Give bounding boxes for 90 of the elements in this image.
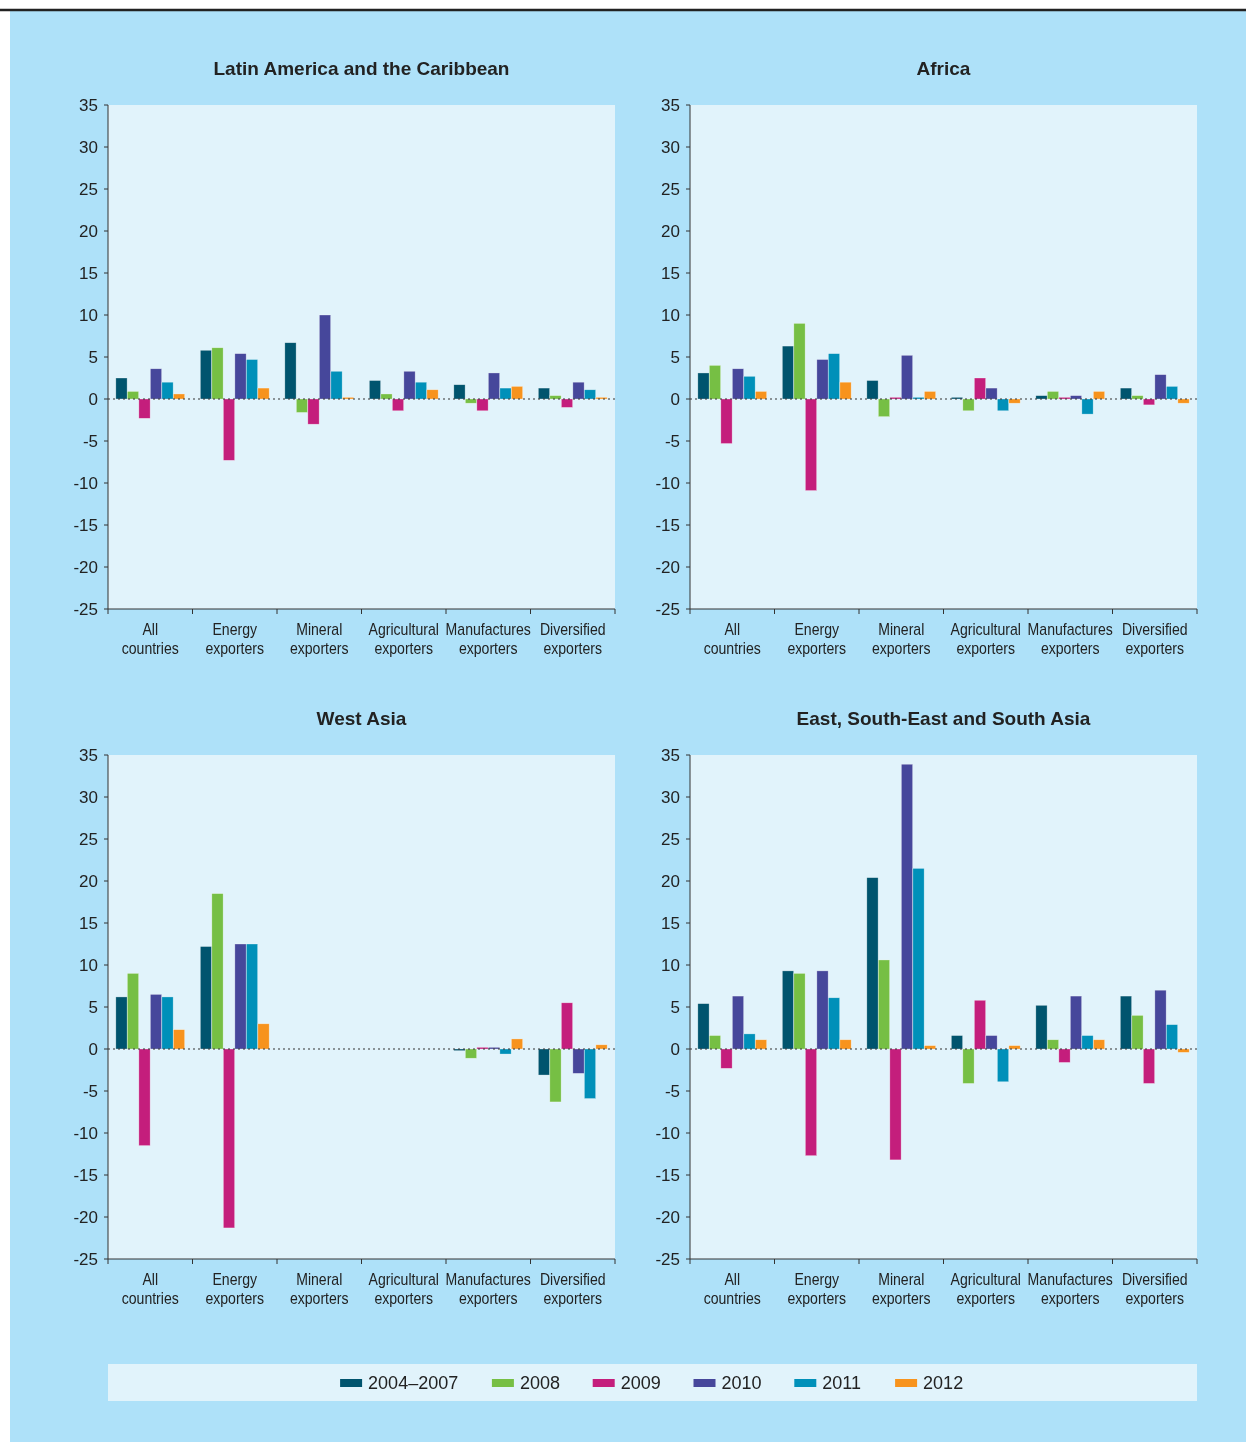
y-tick-label: 25: [79, 829, 98, 849]
y-tick-label: -20: [655, 1207, 680, 1227]
y-tick-label: 10: [79, 955, 98, 975]
chart-title: East, South-East and South Asia: [796, 708, 1091, 729]
y-tick-label: 25: [661, 829, 680, 849]
y-tick-label: 20: [79, 871, 98, 891]
y-tick-label: 30: [661, 137, 680, 157]
bar: [223, 398, 235, 461]
y-tick-label: 15: [661, 913, 680, 933]
y-tick-label: -25: [655, 1249, 680, 1269]
y-tick-label: 0: [88, 1039, 98, 1059]
y-tick-label: 10: [661, 955, 680, 975]
y-tick-label: -10: [73, 473, 98, 493]
legend-label: 2008: [519, 1373, 560, 1394]
chart-title: West Asia: [316, 708, 407, 729]
y-tick-label: -20: [73, 1207, 98, 1227]
y-tick-label: -15: [655, 1165, 680, 1185]
y-tick-label: -5: [664, 1081, 680, 1101]
chart-title: Africa: [916, 58, 971, 79]
legend-label: 2009: [620, 1373, 661, 1394]
x-tick-label: Diversified exporters: [1121, 1270, 1188, 1308]
y-tick-label: 25: [661, 179, 680, 199]
x-tick-label: Energy exporters: [205, 620, 265, 658]
y-tick-label: 30: [661, 787, 680, 807]
x-tick-label: Diversified exporters: [539, 1270, 606, 1308]
y-tick-label: -25: [73, 599, 98, 619]
legend-label: 2010: [721, 1373, 762, 1394]
y-tick-label: -15: [73, 515, 98, 535]
y-tick-label: -5: [664, 431, 680, 451]
x-tick-label: Manufactures exporters: [1027, 1270, 1113, 1308]
y-tick-label: 5: [670, 347, 680, 367]
y-tick-label: -20: [73, 557, 98, 577]
legend-label: 2011: [822, 1373, 862, 1394]
y-tick-label: 35: [661, 95, 680, 115]
y-tick-label: 20: [661, 871, 680, 891]
bar: [223, 1048, 235, 1229]
y-tick-label: 30: [79, 787, 98, 807]
y-tick-label: 15: [79, 263, 98, 283]
y-tick-label: 35: [661, 745, 680, 765]
y-tick-label: -10: [73, 1123, 98, 1143]
y-tick-label: 5: [670, 997, 680, 1017]
x-tick-label: Agricultural exporters: [368, 1270, 439, 1308]
y-tick-label: 20: [79, 221, 98, 241]
x-tick-label: Agricultural exporters: [950, 620, 1021, 658]
legend-label: 2004–2007: [368, 1373, 459, 1394]
x-tick-label: Mineral exporters: [871, 620, 931, 658]
y-tick-label: 25: [79, 179, 98, 199]
x-tick-label: Agricultural exporters: [368, 620, 439, 658]
x-tick-label: Mineral exporters: [289, 620, 349, 658]
y-tick-label: 0: [88, 389, 98, 409]
bar: [805, 398, 817, 491]
x-tick-label: Manufactures exporters: [445, 1270, 531, 1308]
y-tick-label: -15: [655, 515, 680, 535]
y-tick-label: 0: [670, 1039, 680, 1059]
y-tick-label: 15: [661, 263, 680, 283]
x-tick-label: Mineral exporters: [871, 1270, 931, 1308]
y-tick-label: 30: [79, 137, 98, 157]
y-tick-label: 0: [670, 389, 680, 409]
x-tick-label: Diversified exporters: [1121, 620, 1188, 658]
x-tick-label: Agricultural exporters: [950, 1270, 1021, 1308]
y-tick-label: -20: [655, 557, 680, 577]
y-tick-label: -5: [82, 1081, 98, 1101]
x-tick-label: Energy exporters: [787, 620, 847, 658]
x-tick-label: All countries: [703, 620, 761, 658]
chart-title: Latin America and the Caribbean: [213, 58, 510, 79]
y-tick-label: 5: [88, 347, 98, 367]
y-tick-label: 20: [661, 221, 680, 241]
y-tick-label: -25: [655, 599, 680, 619]
y-tick-label: 35: [79, 745, 98, 765]
y-tick-label: 5: [88, 997, 98, 1017]
x-tick-label: Manufactures exporters: [445, 620, 531, 658]
y-tick-label: 10: [661, 305, 680, 325]
y-tick-label: 10: [79, 305, 98, 325]
x-tick-label: Energy exporters: [787, 1270, 847, 1308]
y-tick-label: -10: [655, 473, 680, 493]
y-tick-label: 35: [79, 95, 98, 115]
y-tick-label: -15: [73, 1165, 98, 1185]
y-tick-label: 15: [79, 913, 98, 933]
y-tick-label: -25: [73, 1249, 98, 1269]
legend-label: 2012: [923, 1373, 964, 1394]
x-tick-label: All countries: [121, 620, 179, 658]
x-tick-label: Diversified exporters: [539, 620, 606, 658]
x-tick-label: Manufactures exporters: [1027, 620, 1113, 658]
bar: [805, 1048, 817, 1156]
y-tick-label: -10: [655, 1123, 680, 1143]
y-tick-label: -5: [82, 431, 98, 451]
x-tick-label: Energy exporters: [205, 1270, 265, 1308]
x-tick-label: All countries: [121, 1270, 179, 1308]
x-tick-label: Mineral exporters: [289, 1270, 349, 1308]
x-tick-label: All countries: [703, 1270, 761, 1308]
